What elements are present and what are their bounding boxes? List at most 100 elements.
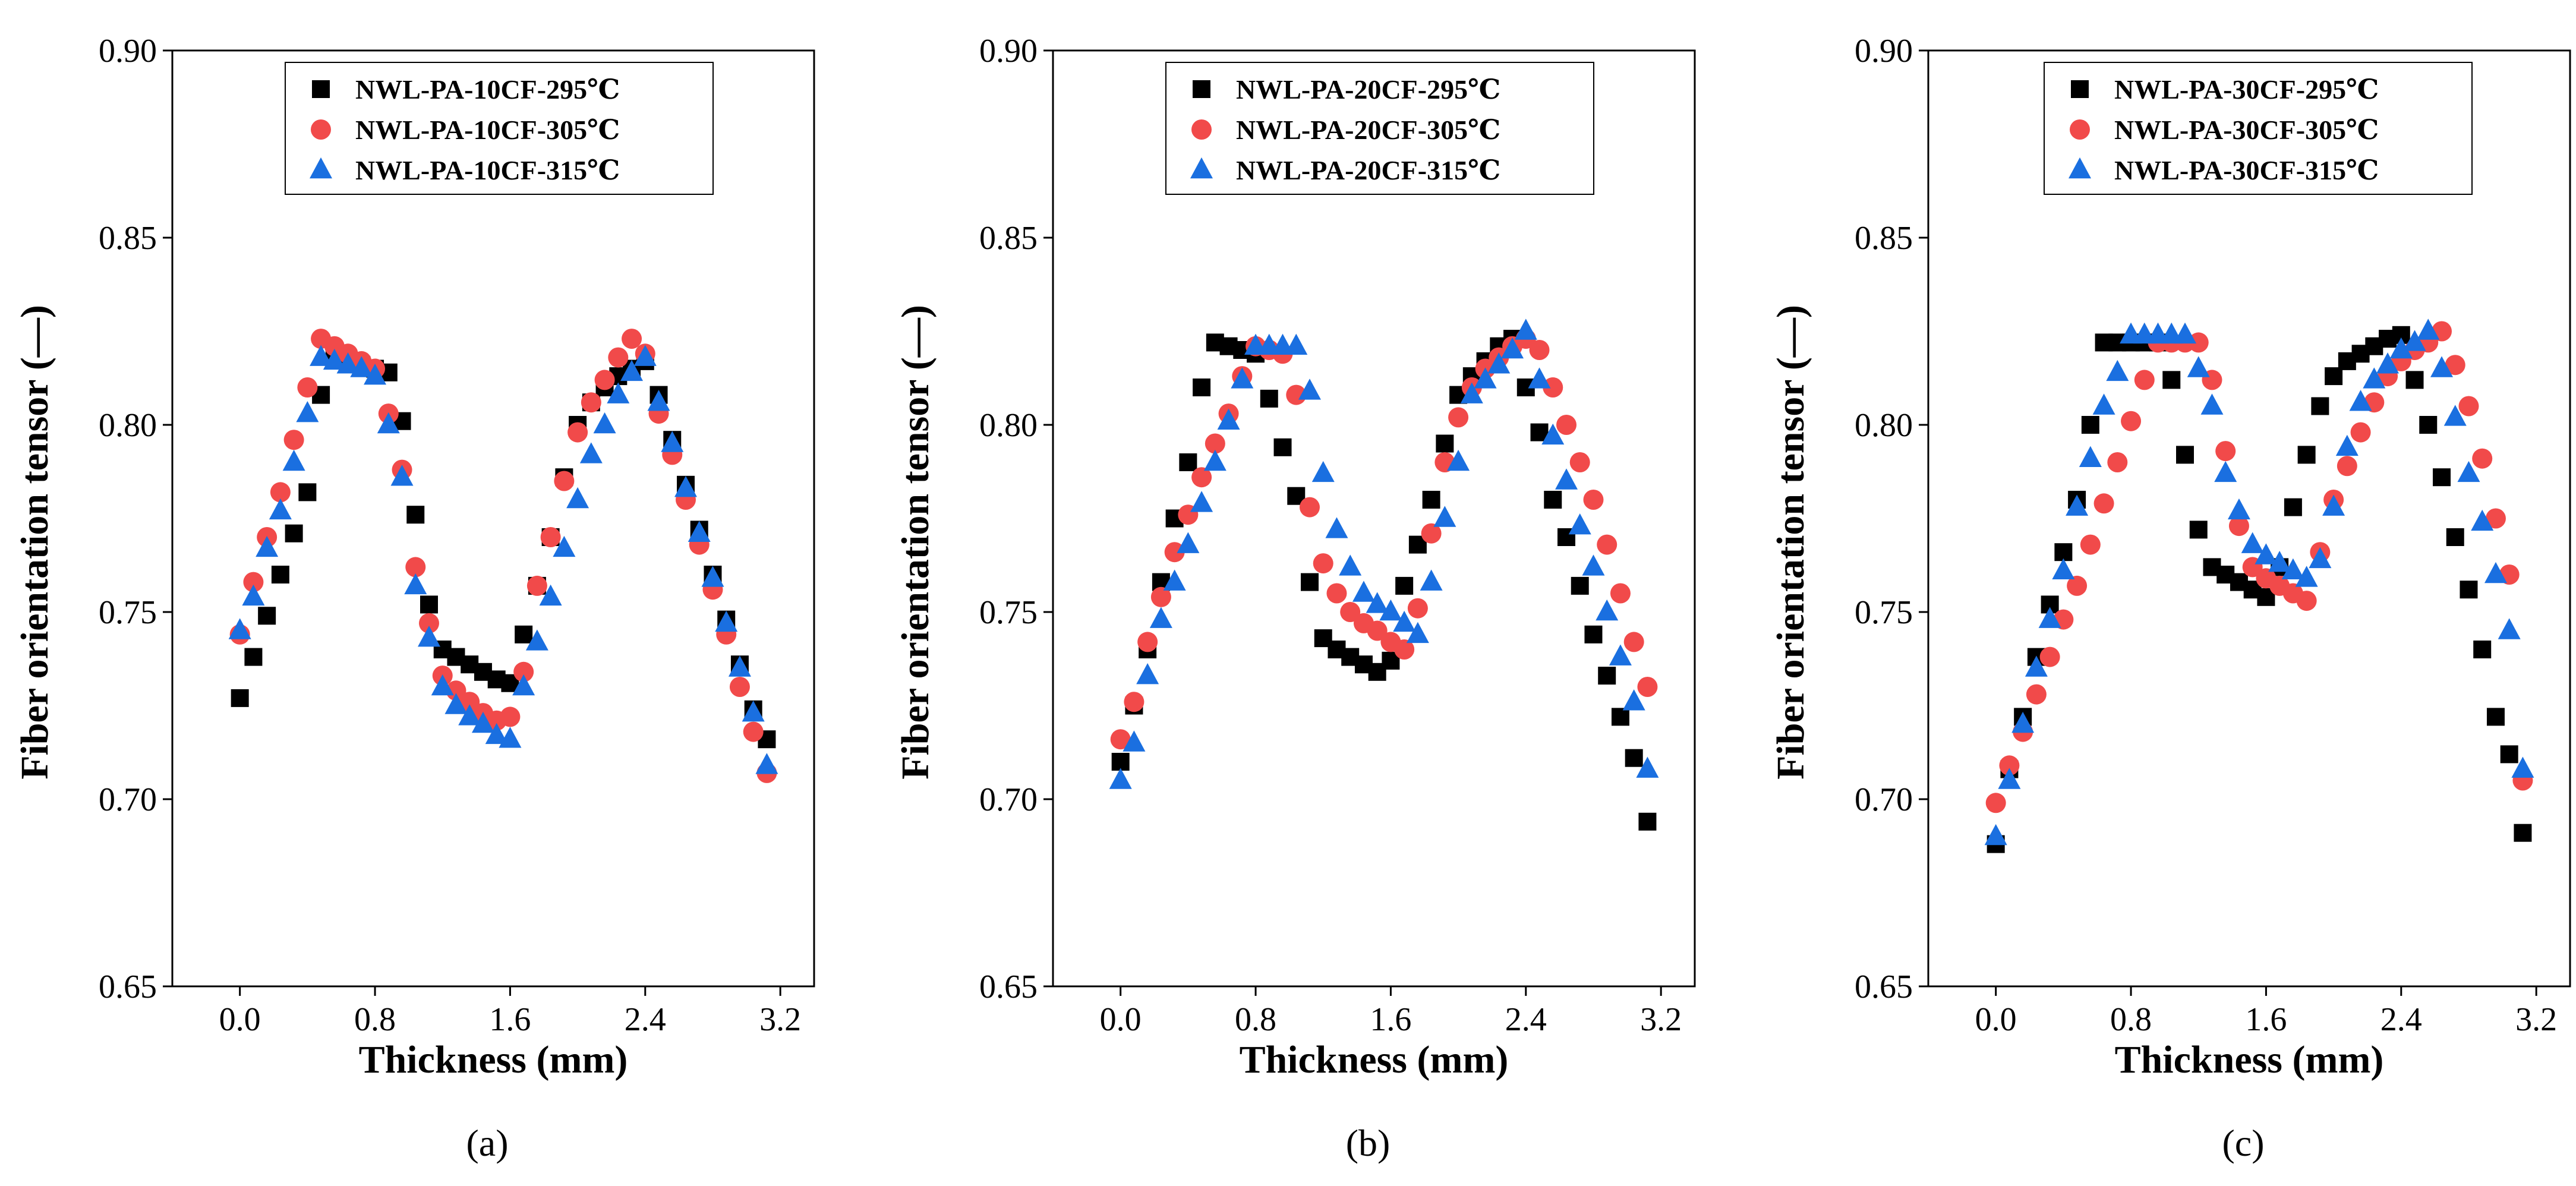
data-point: [1298, 378, 1321, 400]
x-tick-label: 2.4: [625, 1001, 666, 1038]
data-point: [1301, 573, 1319, 591]
legend-label: NWL-PA-20CF-305℃: [1236, 115, 1500, 145]
data-point: [2486, 708, 2505, 726]
legend-label: NWL-PA-10CF-305℃: [355, 115, 620, 145]
data-point: [1136, 663, 1159, 685]
x-tick-label: 3.2: [2515, 1001, 2557, 1038]
x-tick-label: 0.8: [1235, 1001, 1276, 1038]
data-point: [2322, 494, 2345, 516]
data-point: [1448, 407, 1469, 428]
data-point: [540, 527, 561, 547]
y-axis-title: Fiber orientation tensor (—): [1769, 305, 1812, 780]
data-point: [364, 364, 387, 385]
legend-marker: [2071, 80, 2089, 98]
data-point: [674, 476, 697, 497]
panel-label: (b): [1346, 1122, 1391, 1164]
data-point: [2188, 332, 2209, 353]
x-tick-label: 0.0: [219, 1001, 261, 1038]
data-point: [2443, 405, 2467, 426]
data-point: [2311, 397, 2329, 415]
legend-marker: [312, 80, 330, 98]
data-point: [2403, 330, 2426, 351]
data-point: [2067, 575, 2088, 596]
data-point: [298, 483, 317, 501]
data-point: [2079, 446, 2102, 467]
data-point: [1998, 768, 2021, 789]
data-point: [2176, 446, 2194, 464]
x-tick-label: 3.2: [1640, 1001, 1682, 1038]
data-point: [242, 584, 265, 606]
data-point: [1501, 337, 1524, 359]
data-point: [2430, 356, 2453, 377]
data-point: [1598, 667, 1616, 685]
data-point: [2281, 558, 2304, 579]
data-point: [2227, 498, 2250, 520]
data-point: [1421, 523, 1442, 544]
x-tick-label: 0.0: [1975, 1001, 2017, 1038]
data-point: [1205, 433, 1225, 454]
plot-frame: [1052, 49, 1696, 988]
data-point: [1597, 534, 1618, 555]
data-point: [1273, 438, 1292, 456]
data-point: [2417, 318, 2440, 340]
data-point: [444, 693, 468, 714]
data-point: [1311, 460, 1335, 482]
data-point: [2446, 528, 2464, 546]
data-point: [1286, 384, 1307, 405]
data-point: [1584, 625, 1603, 644]
data-point: [323, 348, 346, 370]
data-point: [2134, 370, 2155, 390]
data-point: [1611, 708, 1629, 726]
data-point: [2284, 498, 2302, 516]
data-point: [579, 442, 603, 463]
legend-label: NWL-PA-10CF-315℃: [355, 155, 620, 185]
series-square: [1987, 326, 2532, 853]
data-point: [2066, 494, 2089, 516]
legend-label: NWL-PA-30CF-315℃: [2114, 155, 2379, 185]
y-tick-label: 0.70: [99, 781, 157, 818]
data-point: [1406, 622, 1429, 644]
data-point: [390, 465, 414, 486]
data-point: [282, 449, 305, 471]
legend-label: NWL-PA-20CF-315℃: [1236, 155, 1500, 185]
data-point: [2039, 646, 2060, 667]
data-point: [1217, 408, 1240, 430]
x-tick-label: 2.4: [1505, 1001, 1547, 1038]
data-point: [258, 607, 276, 625]
y-axis-title: Fiber orientation tensor (—): [13, 305, 56, 780]
data-point: [500, 706, 521, 727]
data-point: [1460, 382, 1483, 403]
data-point: [525, 629, 548, 651]
data-point: [1300, 497, 1320, 518]
data-point: [2389, 337, 2413, 359]
data-point: [2080, 534, 2101, 555]
x-tick-label: 1.6: [1370, 1001, 1411, 1038]
plot-frame: [171, 49, 815, 988]
data-point: [485, 723, 508, 745]
data-point: [1177, 532, 1200, 553]
data-point: [2472, 448, 2493, 469]
data-point: [2337, 456, 2357, 477]
data-point: [2471, 509, 2494, 531]
y-tick-label: 0.85: [979, 220, 1038, 257]
y-tick-label: 0.65: [99, 969, 157, 1005]
data-point: [431, 674, 454, 696]
data-point: [1569, 452, 1590, 472]
data-point: [1544, 491, 1562, 509]
data-point: [1137, 632, 1158, 652]
legend-label: NWL-PA-30CF-295℃: [2114, 74, 2379, 105]
data-point: [2445, 355, 2465, 376]
data-point: [459, 692, 480, 712]
data-point: [1541, 423, 1565, 445]
data-point: [1529, 340, 1550, 360]
y-axis-title: Fiber orientation tensor (—): [894, 305, 937, 780]
legend-marker: [2070, 119, 2090, 140]
y-tick-label: 0.65: [1855, 969, 1913, 1005]
data-point: [1623, 632, 1644, 652]
y-tick-label: 0.65: [979, 969, 1038, 1005]
data-point: [1123, 730, 1146, 752]
data-point: [607, 382, 630, 403]
data-point: [2514, 824, 2532, 842]
legend: NWL-PA-20CF-295℃ NWL-PA-20CF-305℃ NWL-PA-2…: [1165, 62, 1594, 195]
data-point: [420, 595, 438, 614]
